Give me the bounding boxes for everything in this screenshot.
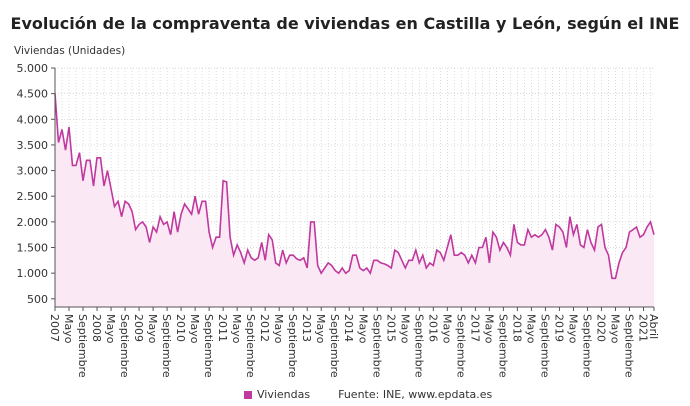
y-tick-label: 4.500 xyxy=(17,88,49,101)
x-tick-label: Mayo xyxy=(146,314,159,344)
x-tick-label: 2019 xyxy=(552,314,565,342)
x-tick-label: 2013 xyxy=(300,314,313,342)
x-tick-label: Mayo xyxy=(398,314,411,344)
chart-title: Evolución de la compraventa de viviendas… xyxy=(10,14,680,33)
x-tick-label: Mayo xyxy=(440,314,453,344)
x-tick-label: Septiembre xyxy=(76,314,89,378)
x-tick-label: Septiembre xyxy=(118,314,131,378)
y-tick-label: 3.000 xyxy=(17,165,49,178)
x-tick-label: Septiembre xyxy=(202,314,215,378)
x-tick-label: 2007 xyxy=(48,314,61,342)
y-tick-label: 500 xyxy=(27,293,48,306)
x-tick-label: Mayo xyxy=(104,314,117,344)
x-tick-label: 2018 xyxy=(510,314,523,342)
y-tick-label: 1.000 xyxy=(17,267,49,280)
x-tick-label: Septiembre xyxy=(244,314,257,378)
x-tick-label: 2017 xyxy=(468,314,481,342)
x-tick-label: Septiembre xyxy=(538,314,551,378)
x-tick-label: Abril xyxy=(647,314,660,339)
source-note: Fuente: INE, www.epdata.es xyxy=(338,388,493,401)
x-tick-label: 2009 xyxy=(132,314,145,342)
x-tick-label: Mayo xyxy=(314,314,327,344)
x-tick-label: Septiembre xyxy=(160,314,173,378)
y-tick-label: 5.000 xyxy=(17,62,49,75)
y-tick-label: 1.500 xyxy=(17,242,49,255)
legend: Viviendas Fuente: INE, www.epdata.es xyxy=(244,388,492,401)
x-tick-label: Mayo xyxy=(272,314,285,344)
x-tick-label: 2012 xyxy=(258,314,271,342)
x-tick-label: Septiembre xyxy=(622,314,635,378)
x-tick-label: Mayo xyxy=(524,314,537,344)
y-tick-label: 4.000 xyxy=(17,113,49,126)
y-axis-label: Viviendas (Unidades) xyxy=(14,45,126,57)
x-tick-label: Septiembre xyxy=(286,314,299,378)
legend-label: Viviendas xyxy=(257,388,311,401)
series-line-viviendas xyxy=(54,93,655,280)
x-tick-label: Mayo xyxy=(482,314,495,344)
x-tick-label: Septiembre xyxy=(412,314,425,378)
x-tick-label: 2021 xyxy=(636,314,649,342)
x-tick-label: Septiembre xyxy=(328,314,341,378)
x-tick-label: 2014 xyxy=(342,314,355,342)
x-tick-label: Mayo xyxy=(608,314,621,344)
area-fill xyxy=(55,93,654,307)
x-tick-label: 2010 xyxy=(174,314,187,342)
x-tick-label: Septiembre xyxy=(580,314,593,378)
x-tick-label: Septiembre xyxy=(496,314,509,378)
x-tick-label: Septiembre xyxy=(454,314,467,378)
x-tick-label: Mayo xyxy=(230,314,243,344)
x-tick-label: 2011 xyxy=(216,314,229,342)
y-tick-label: 2.500 xyxy=(17,190,49,203)
legend-swatch xyxy=(244,390,252,399)
x-tick-label: Mayo xyxy=(62,314,75,344)
y-tick-label: 2.000 xyxy=(17,216,49,229)
x-tick-label: 2016 xyxy=(426,314,439,342)
x-tick-label: 2015 xyxy=(384,314,397,342)
y-tick-label: 3.500 xyxy=(17,139,49,152)
x-tick-label: Mayo xyxy=(356,314,369,344)
x-tick-label: Septiembre xyxy=(370,314,383,378)
x-tick-label: 2008 xyxy=(90,314,103,342)
x-tick-label: Mayo xyxy=(566,314,579,344)
x-tick-label: 2020 xyxy=(594,314,607,342)
x-tick-label: Mayo xyxy=(188,314,201,344)
